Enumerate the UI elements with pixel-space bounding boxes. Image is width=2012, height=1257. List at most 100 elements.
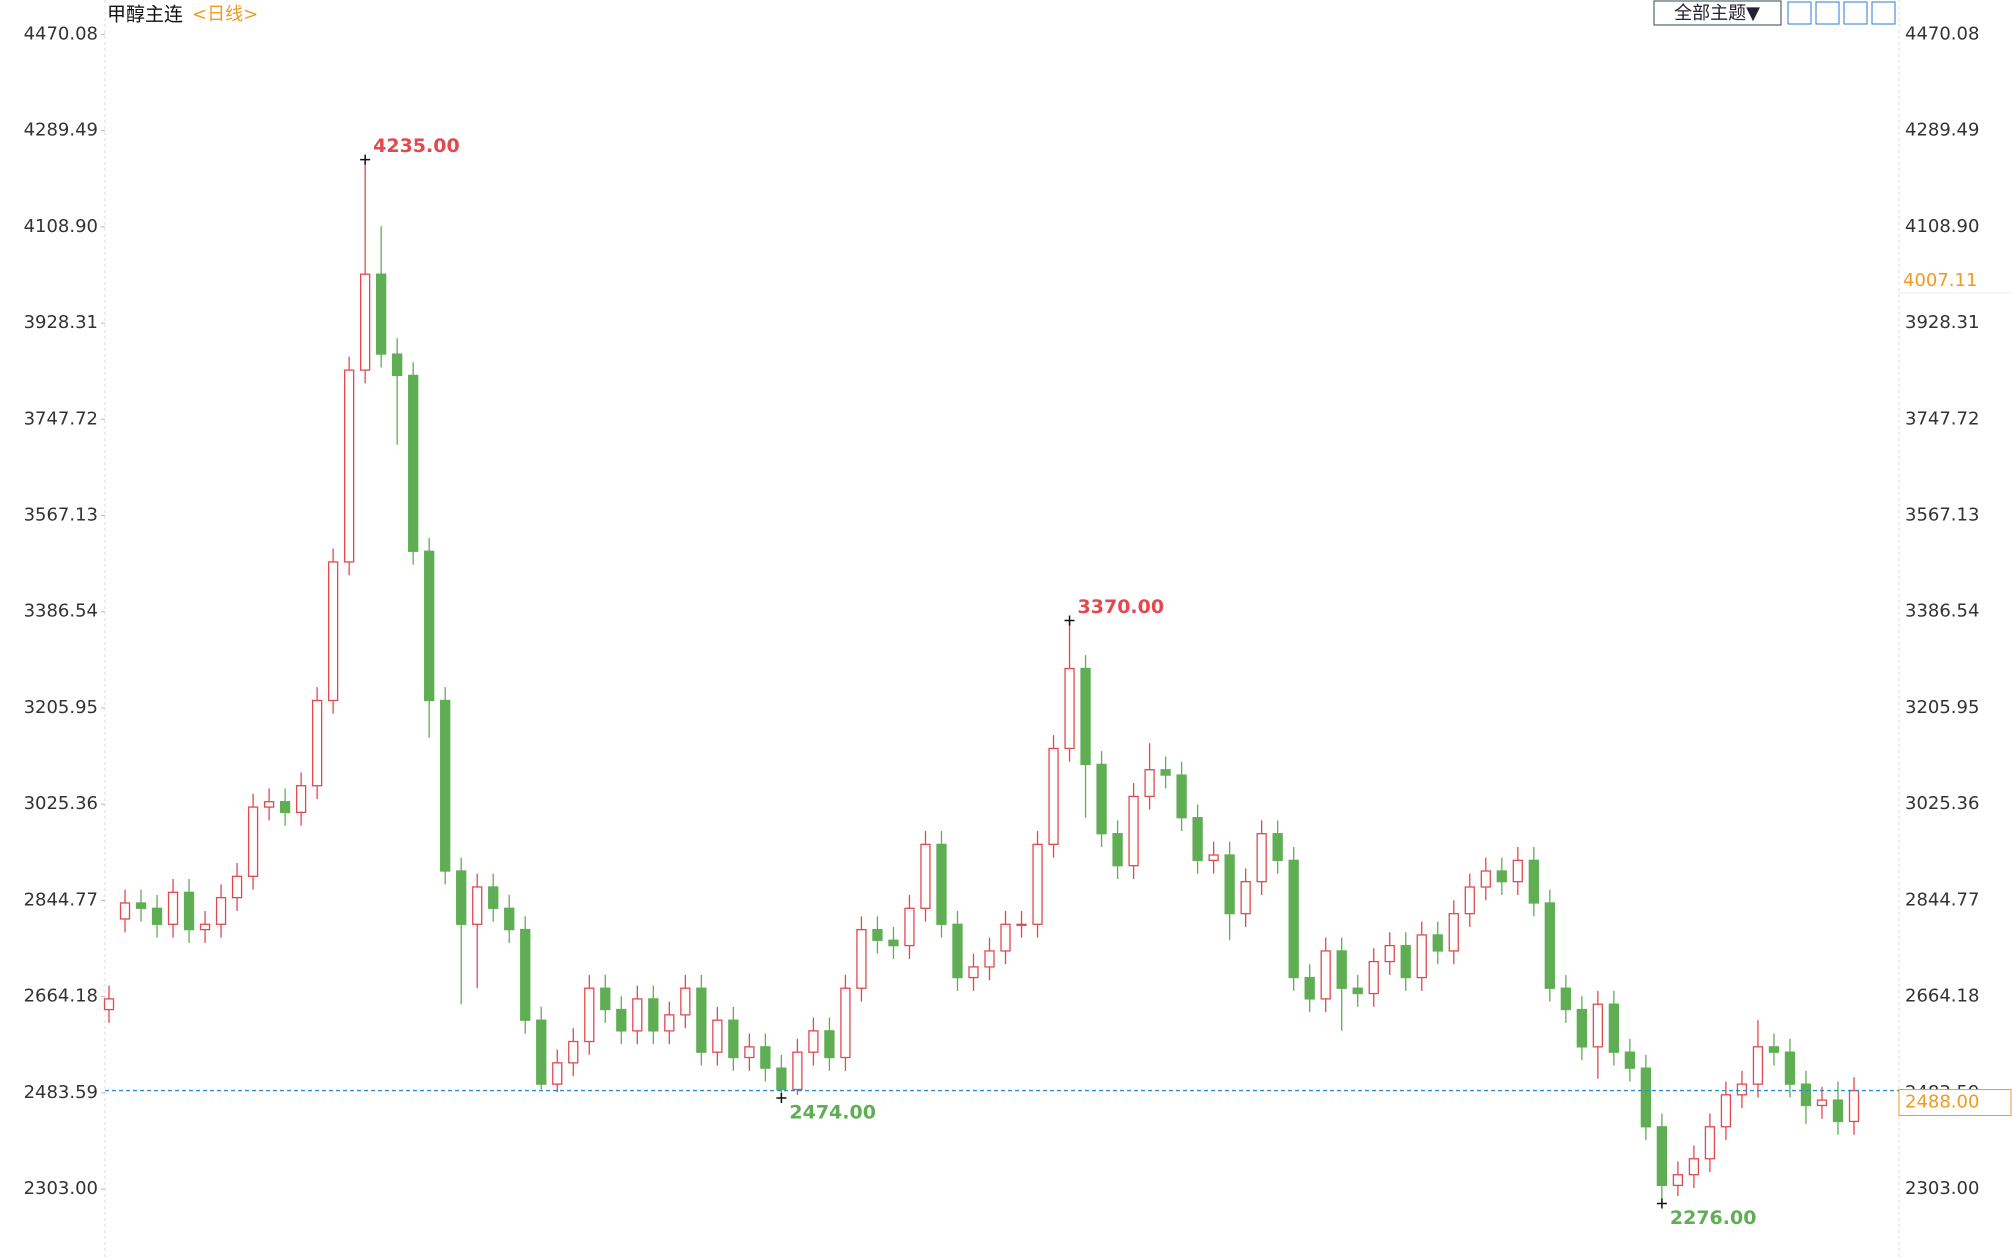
candle-body	[696, 987, 707, 1053]
candle-body	[744, 1046, 755, 1059]
candle-body	[1176, 774, 1187, 819]
candle-body	[1032, 843, 1043, 925]
y2-tick-label: 3025.36	[1905, 793, 1979, 814]
y-tick-label: 3205.95	[24, 697, 98, 718]
candle-body	[1416, 934, 1427, 979]
candle-body	[1528, 859, 1539, 904]
y2-tick-label: 4108.90	[1905, 216, 1979, 237]
candle-body	[1640, 1067, 1652, 1128]
candle-body	[1608, 1003, 1620, 1053]
candle-body	[728, 1019, 739, 1059]
candle-body	[1848, 1089, 1860, 1123]
candle-body	[1192, 817, 1203, 861]
candle-body	[504, 907, 515, 931]
candle-body	[311, 699, 323, 787]
candle-body	[840, 987, 851, 1059]
candle-body	[600, 987, 611, 1011]
candle-body	[776, 1067, 787, 1091]
candle-body	[488, 886, 499, 909]
candle-body	[263, 801, 275, 808]
candle-body	[872, 928, 883, 941]
tool-icon[interactable]	[1815, 1, 1840, 25]
candle-body	[568, 1040, 579, 1064]
tool-icon[interactable]	[1871, 1, 1896, 25]
extreme-label: 2276.00	[1670, 1207, 1757, 1229]
candle-body	[1656, 1126, 1668, 1187]
candle-body	[1352, 987, 1363, 995]
candle-body	[279, 801, 291, 814]
candle-body	[1592, 1003, 1604, 1048]
candle-body	[376, 273, 387, 355]
candle-body	[1240, 881, 1251, 915]
candle-body	[808, 1030, 819, 1053]
candle-body	[952, 923, 963, 979]
candle-body	[1720, 1094, 1732, 1128]
candle-body	[1752, 1046, 1764, 1085]
candle-body	[408, 374, 419, 552]
chart-subtitle: <日线>	[192, 4, 258, 25]
candle-body	[392, 353, 403, 377]
candle-body	[648, 998, 659, 1032]
candle-body	[664, 1014, 675, 1032]
candle-body	[1096, 763, 1107, 835]
extreme-label: 2474.00	[789, 1102, 876, 1124]
y-tick-label: 3747.72	[24, 408, 98, 429]
candle-body	[1272, 833, 1283, 861]
candle-body	[616, 1008, 627, 1032]
y-tick-label: 4470.08	[24, 23, 98, 44]
candle-body	[1080, 667, 1091, 766]
extreme-label: 3370.00	[1078, 596, 1165, 618]
y-tick-label: 3567.13	[24, 505, 98, 526]
candle-body	[1544, 902, 1555, 989]
y2-tick-label: 3567.13	[1905, 505, 1979, 526]
theme-button[interactable]	[1653, 0, 1782, 26]
last-price-label: 2488.00	[1905, 1092, 1979, 1113]
theme-button-label[interactable]: 全部主题▼	[1674, 3, 1760, 24]
candle-body	[1336, 950, 1347, 989]
candle-body	[1384, 944, 1395, 963]
candle-body	[1736, 1083, 1748, 1096]
candle-body	[359, 273, 371, 371]
y2-tick-label: 2303.00	[1905, 1178, 1979, 1199]
toolbar: 全部主题▼	[1653, 0, 1896, 26]
candle-body	[1832, 1099, 1844, 1123]
candle-body	[1208, 854, 1219, 861]
candle-body	[552, 1062, 563, 1085]
candle-body	[1368, 960, 1379, 995]
candle-body	[247, 806, 259, 877]
y2-tick-label: 4289.49	[1905, 120, 1979, 141]
candle-body	[1224, 854, 1235, 915]
candle-body	[1256, 833, 1267, 883]
candle-body	[904, 907, 915, 947]
candle-body	[472, 886, 483, 925]
y-tick-label: 3025.36	[24, 793, 98, 814]
tool-icon[interactable]	[1843, 1, 1868, 25]
y2-tick-label: 4470.08	[1905, 23, 1979, 44]
candle-body	[984, 950, 995, 968]
candle-body	[1576, 1008, 1587, 1048]
candle-body	[1320, 950, 1331, 1000]
marker-label: 4007.11	[1903, 270, 1977, 291]
candle-body	[1800, 1083, 1812, 1107]
y-tick-label: 3928.31	[24, 312, 98, 333]
candle-body	[1048, 747, 1059, 846]
candle-body	[1464, 886, 1475, 915]
y-tick-label: 4289.49	[24, 120, 98, 141]
candle-body	[151, 907, 163, 925]
extreme-marker	[776, 1093, 787, 1103]
candle-body	[440, 699, 451, 872]
tool-icon[interactable]	[1787, 1, 1812, 25]
candle-body	[1160, 769, 1171, 776]
candle-body	[231, 875, 243, 899]
candle-body	[536, 1019, 547, 1085]
y-tick-label: 4108.90	[24, 216, 98, 237]
candle-body	[824, 1030, 835, 1059]
candle-body	[712, 1019, 723, 1053]
candle-body	[343, 369, 355, 563]
candle-body	[1016, 923, 1027, 926]
candle-body	[1816, 1099, 1828, 1107]
y-tick-label: 2483.59	[24, 1082, 98, 1103]
candle-body	[920, 843, 931, 909]
extreme-label: 4235.00	[373, 135, 460, 157]
